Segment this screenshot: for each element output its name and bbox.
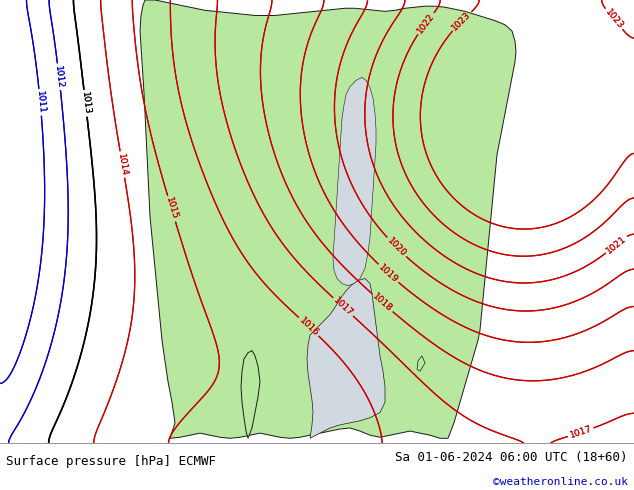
Polygon shape	[365, 402, 372, 415]
Text: 1012: 1012	[53, 65, 65, 89]
Text: 1017: 1017	[332, 296, 354, 318]
Text: 1015: 1015	[164, 196, 179, 221]
Text: 1021: 1021	[604, 234, 628, 255]
Text: Surface pressure [hPa] ECMWF: Surface pressure [hPa] ECMWF	[6, 455, 216, 467]
Text: 1023: 1023	[603, 7, 624, 30]
Text: 1023: 1023	[450, 10, 473, 32]
Polygon shape	[337, 392, 345, 407]
Text: 1023: 1023	[450, 10, 473, 32]
Polygon shape	[241, 351, 260, 438]
Text: 1014: 1014	[116, 152, 129, 176]
Text: 1018: 1018	[371, 292, 394, 314]
Text: 1012: 1012	[53, 65, 65, 89]
Text: 1016: 1016	[297, 316, 320, 338]
Text: 1017: 1017	[569, 424, 593, 440]
Text: 1013: 1013	[80, 92, 91, 115]
Text: 1015: 1015	[164, 196, 179, 221]
Text: 1019: 1019	[377, 262, 400, 285]
Polygon shape	[307, 278, 385, 438]
Polygon shape	[417, 356, 425, 371]
Text: 1020: 1020	[385, 236, 408, 258]
Text: 1011: 1011	[35, 90, 46, 114]
Text: 1021: 1021	[604, 234, 628, 255]
Text: 1011: 1011	[35, 90, 46, 114]
Text: Sa 01-06-2024 06:00 UTC (18+60): Sa 01-06-2024 06:00 UTC (18+60)	[395, 451, 628, 464]
Text: 1022: 1022	[415, 12, 436, 35]
Text: 1020: 1020	[385, 236, 408, 258]
Text: 1017: 1017	[332, 296, 354, 318]
Text: 1022: 1022	[415, 12, 436, 35]
Text: 1013: 1013	[80, 92, 91, 115]
Text: 1014: 1014	[116, 152, 129, 176]
Text: 1018: 1018	[371, 292, 394, 314]
Text: 1016: 1016	[297, 316, 320, 338]
Polygon shape	[140, 0, 516, 438]
Text: 1019: 1019	[377, 262, 400, 285]
Polygon shape	[333, 77, 376, 286]
Text: 1023: 1023	[603, 7, 624, 30]
Text: ©weatheronline.co.uk: ©weatheronline.co.uk	[493, 477, 628, 487]
Text: 1017: 1017	[569, 424, 593, 440]
